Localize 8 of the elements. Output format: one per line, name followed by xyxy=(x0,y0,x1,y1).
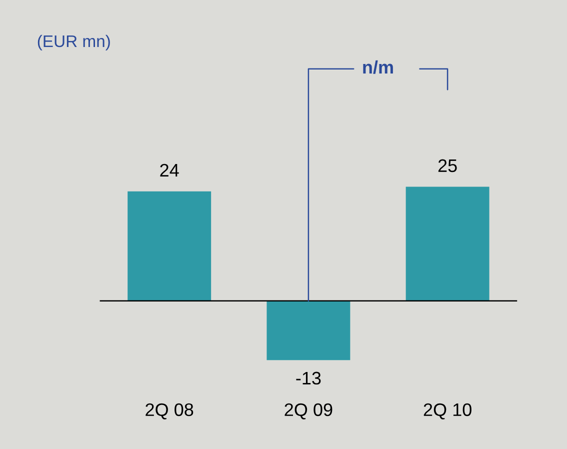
text: (EUR mn) xyxy=(38,34,110,50)
annotation: n/m xyxy=(363,60,393,74)
x-tick-label: 2Q 10 xyxy=(424,403,472,420)
x-tick-label: 2Q 08 xyxy=(146,403,194,420)
data-label: 24 xyxy=(160,164,179,176)
data-label: 25 xyxy=(438,159,457,172)
data-label: -13 xyxy=(296,372,321,385)
x-tick-label: 2Q 09 xyxy=(284,403,332,420)
